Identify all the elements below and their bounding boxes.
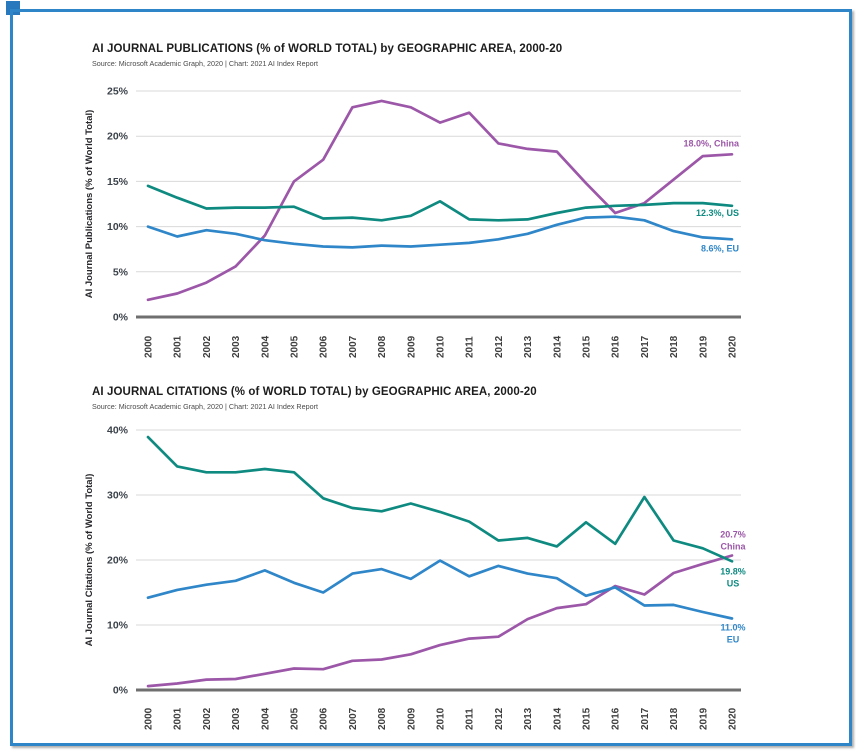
citations-chart-title: AI JOURNAL CITATIONS (% of WORLD TOTAL) …	[92, 386, 537, 398]
x-tick-label: 2017	[640, 707, 651, 730]
y-tick-label: 10%	[107, 620, 129, 632]
x-tick-label: 2011	[465, 336, 476, 358]
x-tick-label: 2008	[377, 335, 388, 358]
series-end-label-us: 19.8%	[720, 566, 746, 576]
publications-chart-source: Source: Microsoft Academic Graph, 2020 |…	[92, 59, 318, 68]
x-tick-label: 2020	[728, 707, 739, 730]
x-tick-label: 2004	[260, 335, 271, 358]
x-tick-label: 2014	[552, 335, 563, 358]
y-tick-label: 15%	[107, 176, 129, 188]
x-tick-label: 2015	[582, 335, 593, 358]
series-end-label-us: US	[727, 578, 740, 588]
x-tick-label: 2011	[465, 708, 476, 730]
series-line-us	[146, 435, 734, 563]
x-tick-label: 2006	[319, 707, 330, 730]
x-tick-label: 2013	[523, 335, 534, 358]
publications-chart-title: AI JOURNAL PUBLICATIONS (% of WORLD TOTA…	[92, 43, 563, 55]
y-axis-title: AI Journal Citations (% of World Total)	[84, 474, 95, 647]
series-end-label-eu: EU	[727, 635, 740, 645]
y-tick-label: 20%	[107, 555, 129, 567]
y-tick-label: 25%	[107, 86, 129, 98]
series-line-china	[146, 554, 734, 688]
series-end-label-china: 18.0%, China	[683, 138, 740, 148]
x-tick-label: 2007	[348, 707, 359, 730]
y-tick-label: 30%	[107, 490, 129, 502]
series-line-us	[146, 184, 734, 222]
series-line-eu	[146, 215, 734, 249]
x-tick-label: 2001	[173, 707, 184, 730]
series-end-label-us: 12.3%, US	[696, 208, 739, 218]
y-axis-title: AI Journal Publications (% of World Tota…	[84, 110, 95, 299]
x-tick-label: 2016	[611, 335, 622, 358]
x-tick-label: 2009	[406, 335, 417, 358]
x-tick-label: 2009	[406, 707, 417, 730]
series-end-label-eu: 8.6%, EU	[701, 243, 739, 253]
x-tick-label: 2012	[494, 707, 505, 730]
y-tick-label: 0%	[113, 685, 129, 697]
y-tick-label: 20%	[107, 131, 129, 143]
x-tick-label: 2004	[260, 707, 271, 730]
x-tick-label: 2016	[611, 707, 622, 730]
y-tick-label: 10%	[107, 221, 129, 233]
x-tick-label: 2007	[348, 335, 359, 358]
x-tick-label: 2012	[494, 335, 505, 358]
series-end-label-china: China	[720, 541, 746, 551]
y-tick-label: 5%	[113, 266, 129, 278]
x-tick-label: 2008	[377, 707, 388, 730]
x-tick-label: 2018	[669, 707, 680, 730]
citations-chart-source: Source: Microsoft Academic Graph, 2020 |…	[92, 402, 318, 411]
y-tick-label: 40%	[107, 425, 129, 437]
x-tick-label: 2013	[523, 707, 534, 730]
series-end-label-eu: 11.0%	[720, 623, 745, 633]
x-tick-label: 2019	[698, 335, 709, 358]
x-tick-label: 2010	[436, 335, 447, 358]
x-tick-label: 2015	[582, 707, 593, 730]
x-tick-label: 2014	[552, 707, 563, 730]
x-tick-label: 2006	[319, 335, 330, 358]
x-tick-label: 2018	[669, 335, 680, 358]
x-tick-label: 2020	[728, 335, 739, 358]
x-tick-label: 2019	[698, 707, 709, 730]
x-tick-label: 2017	[640, 335, 651, 358]
x-tick-label: 2003	[231, 335, 242, 358]
x-tick-label: 2000	[144, 335, 155, 358]
x-tick-label: 2003	[231, 707, 242, 730]
x-tick-label: 2010	[436, 707, 447, 730]
x-tick-label: 2005	[290, 707, 301, 730]
x-tick-label: 2005	[290, 335, 301, 358]
series-line-eu	[146, 559, 734, 620]
x-tick-label: 2001	[173, 335, 184, 358]
y-tick-label: 0%	[113, 312, 129, 324]
x-tick-label: 2002	[202, 707, 213, 730]
x-tick-label: 2002	[202, 335, 213, 358]
series-end-label-china: 20.7%	[720, 529, 746, 539]
x-tick-label: 2000	[144, 707, 155, 730]
